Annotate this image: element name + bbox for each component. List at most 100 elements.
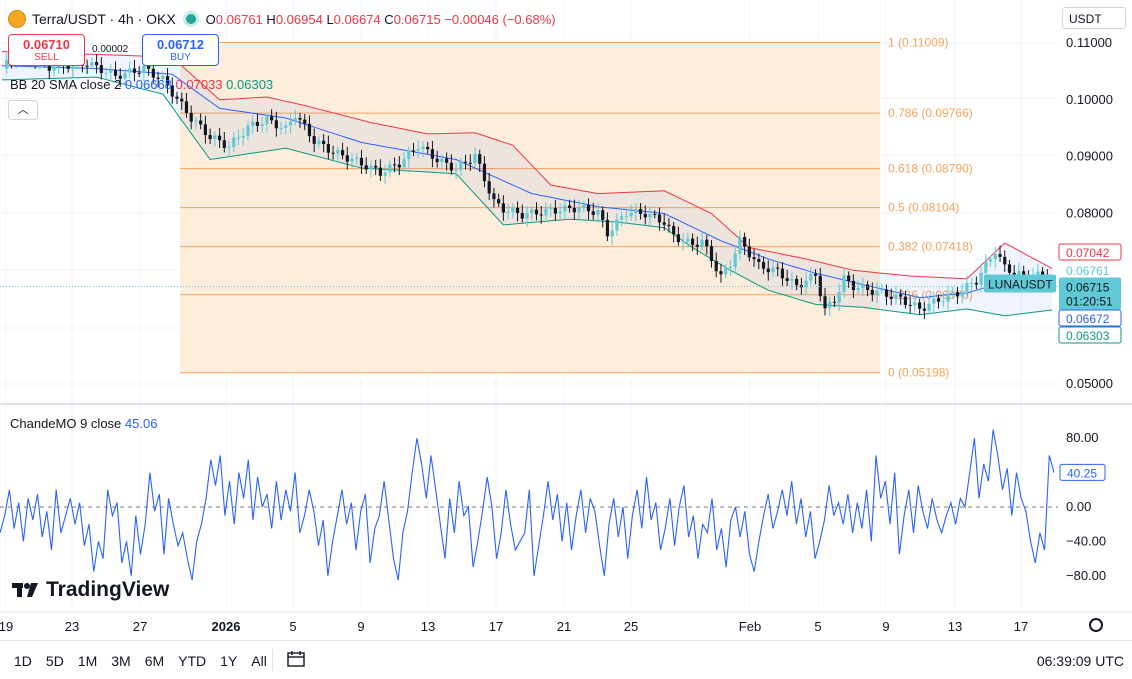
utc-clock[interactable]: 06:39:09 UTC (1036, 653, 1124, 669)
range-button-3m[interactable]: 3M (111, 653, 131, 669)
candle-body (222, 140, 226, 148)
candle-body (648, 214, 652, 218)
range-button-1m[interactable]: 1M (77, 653, 98, 669)
candle-body (880, 289, 884, 291)
candle-body (927, 303, 931, 311)
candle-body (487, 181, 491, 194)
sell-button[interactable]: 0.06710 SELL (8, 34, 85, 66)
candle-body (865, 284, 870, 290)
candle-body (501, 203, 505, 213)
toolbar-divider (272, 649, 273, 671)
candle-body (388, 164, 392, 173)
bb-lower-value: 0.06303 (226, 77, 274, 92)
candle-body (137, 72, 141, 74)
cmo-legend[interactable]: ChandeMO 9 close 45.06 (10, 416, 158, 431)
candle-body (941, 301, 945, 303)
candle-body (785, 278, 789, 281)
candle-body (624, 216, 628, 218)
candle-body (440, 158, 444, 163)
candle-body (714, 260, 718, 272)
candle-body (605, 219, 610, 237)
bb-legend[interactable]: BB 20 SMA close 2 0.06668 0.07033 0.0630… (10, 77, 274, 92)
symbol-title[interactable]: Terra/USDT · 4h · OKX (32, 11, 176, 27)
candle-body (936, 298, 941, 302)
candle-body (610, 230, 614, 237)
candle-body (293, 117, 297, 122)
candle-body (988, 259, 993, 262)
candle-body (662, 222, 666, 225)
candle-body (932, 298, 936, 304)
candle-body (620, 216, 624, 220)
buy-button[interactable]: 0.06712 BUY (142, 34, 219, 66)
collapse-legend-button[interactable]: ︿ (8, 100, 38, 120)
candle-body (478, 154, 482, 164)
fibonacci-retracement[interactable]: 1 (0.11009) 0.786 (0.09766) 0.618 (0.08790… (180, 35, 973, 380)
candle-body (913, 302, 917, 306)
cmo-tick-label: −80.00 (1066, 568, 1106, 583)
calendar-icon[interactable] (286, 650, 306, 668)
candle-body (511, 207, 515, 212)
price-tag-label-basis: 0.06672 (1066, 312, 1110, 326)
candle-body (690, 238, 695, 245)
candle-body (463, 161, 468, 163)
candle-body (227, 146, 231, 148)
range-button-ytd[interactable]: YTD (178, 653, 207, 669)
candle-body (497, 199, 501, 204)
fib-level-label: 0.382 (0.07418) (888, 240, 973, 254)
range-button-1d[interactable]: 1D (14, 653, 32, 669)
candle-body (572, 207, 576, 213)
candle-body (634, 208, 638, 214)
candle-body (525, 213, 529, 219)
candle-body (180, 98, 184, 102)
symbol-header[interactable]: Terra/USDT · 4h · OKX O0.06761 H0.06954 … (8, 8, 556, 30)
candle-body (118, 75, 122, 79)
candle-body (203, 124, 207, 136)
candle-body (274, 120, 278, 129)
candle-body (246, 125, 250, 136)
price-tick-label: 0.10000 (1066, 92, 1113, 107)
time-tick-label: 9 (882, 619, 889, 634)
candle-body (1007, 264, 1012, 273)
tradingview-mark-icon (12, 583, 38, 597)
candle-body (411, 150, 416, 152)
candle-body (355, 157, 359, 159)
candle-body (1041, 271, 1045, 276)
candle-body (374, 165, 378, 168)
range-button-1y[interactable]: 1Y (220, 653, 238, 669)
candle-body (970, 282, 974, 284)
range-button-6m[interactable]: 6M (144, 653, 165, 669)
candle-body (761, 261, 766, 269)
range-button-5d[interactable]: 5D (45, 653, 64, 669)
candle-body (312, 136, 316, 144)
candle-body (260, 124, 264, 126)
candle-body (894, 294, 898, 299)
candle-body (430, 149, 435, 159)
candle-body (307, 123, 312, 137)
candle-body (175, 96, 179, 99)
candle-body (809, 273, 813, 281)
time-tick-label: 2026 (212, 619, 241, 634)
range-button-all[interactable]: All (251, 653, 267, 669)
fib-level-label: 0.786 (0.09766) (888, 106, 973, 120)
fib-level-label: 0.5 (0.08104) (888, 201, 959, 215)
time-tick-label: 5 (814, 619, 821, 634)
time-axis[interactable]: 19 23 27 2026 5 9 13 17 21 25 Feb 5 9 13 17 (0, 611, 1132, 634)
candle-body (586, 205, 591, 212)
currency-select[interactable]: USDT (1062, 7, 1126, 29)
candle-body (1017, 271, 1021, 275)
price-tick-label: 0.08000 (1066, 206, 1113, 221)
chart-canvas[interactable]: 1 (0.11009) 0.786 (0.09766) 0.618 (0.08790… (0, 0, 1132, 640)
candle-body (582, 205, 586, 208)
candle-body (813, 273, 818, 276)
candle-body (397, 164, 401, 168)
bb-upper-value: 0.07033 (175, 77, 223, 92)
candle-body (903, 296, 908, 305)
candle-body (52, 66, 56, 71)
price-tag-label-upper: 0.07042 (1066, 246, 1110, 260)
bottom-toolbar: 1D 5D 1M 3M 6M YTD 1Y All 06:39:09 UTC (0, 640, 1132, 679)
cmo-value-tag (1059, 463, 1106, 481)
gear-icon[interactable] (1089, 618, 1103, 632)
price-axis[interactable]: 0.11000 0.10000 0.09000 0.08000 0.05000 80.00… (1059, 35, 1113, 583)
candle-body (184, 101, 189, 113)
